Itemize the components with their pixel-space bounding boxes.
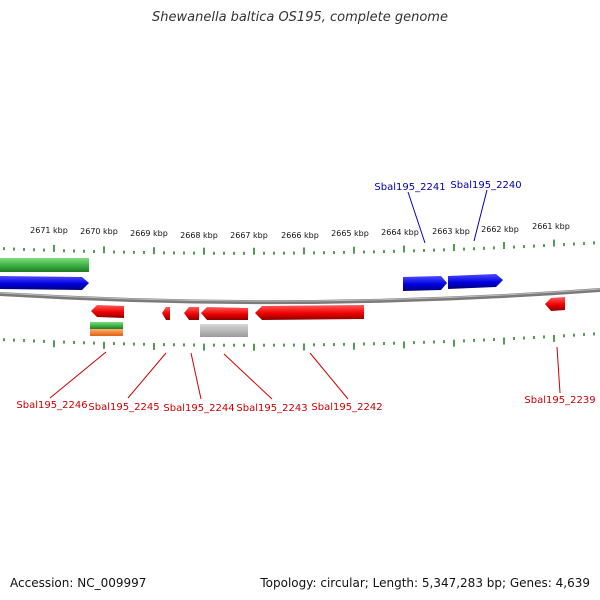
gene-label-reverse[interactable]: Sbal195_2244	[163, 403, 234, 414]
genome-backbone	[0, 288, 600, 305]
scale-label: 2671 kbp	[30, 226, 68, 235]
genome-stats-text: Topology: circular; Length: 5,347,283 bp…	[260, 576, 590, 590]
gene-label-reverse[interactable]: Sbal195_2246	[16, 400, 87, 411]
feature-orange	[90, 329, 123, 336]
gene-label-reverse[interactable]: Sbal195_2245	[88, 402, 159, 413]
genome-backbone-highlight	[0, 288, 600, 302]
gene-reverse-2242	[255, 305, 364, 320]
scale-labels: 2671 kbp 2670 kbp 2669 kbp 2668 kbp 2667…	[30, 222, 570, 240]
gene-labels: Sbal195_2241 Sbal195_2240 Sbal195_2246 S…	[16, 180, 595, 414]
gene-label-reverse[interactable]: Sbal195_2243	[236, 403, 307, 414]
scale-label: 2667 kbp	[230, 231, 268, 240]
gene-reverse-2244	[184, 307, 199, 320]
accession-text: Accession: NC_009997	[10, 576, 147, 590]
scale-ticks-upper	[3, 239, 595, 255]
gene-forward-2240	[448, 274, 503, 289]
map-title: Shewanella baltica OS195, complete genom…	[152, 10, 448, 25]
feature-gray	[200, 324, 248, 337]
gene-label-forward[interactable]: Sbal195_2240	[450, 180, 521, 191]
scale-label: 2665 kbp	[331, 229, 369, 238]
gene-label-reverse[interactable]: Sbal195_2239	[524, 395, 595, 406]
scale-label: 2666 kbp	[281, 231, 319, 240]
scale-ticks-lower	[3, 332, 595, 351]
scale-label: 2669 kbp	[130, 229, 168, 238]
scale-label: 2661 kbp	[532, 222, 570, 231]
gene-reverse-2246	[91, 305, 124, 318]
gene-forward-left	[0, 276, 89, 290]
gene-reverse-2239	[545, 297, 565, 311]
feature-green-upper	[0, 258, 89, 272]
scale-label: 2668 kbp	[180, 231, 218, 240]
gene-label-forward[interactable]: Sbal195_2241	[374, 182, 445, 193]
scale-label: 2664 kbp	[381, 228, 419, 237]
gene-forward-2241	[403, 276, 447, 291]
leader-lines-reverse	[49, 346, 561, 400]
feature-green-lower	[90, 322, 123, 329]
gene-reverse-2245	[162, 307, 170, 320]
leader-lines-forward	[407, 189, 488, 244]
scale-label: 2663 kbp	[432, 227, 470, 236]
scale-label: 2662 kbp	[481, 225, 519, 234]
scale-label: 2670 kbp	[80, 227, 118, 236]
gene-reverse-2243	[201, 307, 248, 320]
gene-label-reverse[interactable]: Sbal195_2242	[311, 402, 382, 413]
